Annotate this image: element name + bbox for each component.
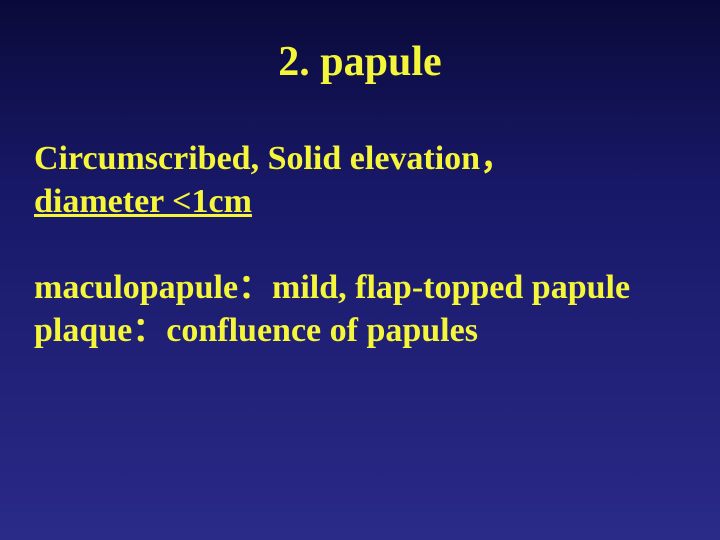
paragraph-gap <box>34 223 686 267</box>
body-line-4: plaque：confluence of papules <box>34 310 686 353</box>
slide-title: 2. papule <box>0 38 720 86</box>
slide-body: Circumscribed, Solid elevation， diameter… <box>34 138 686 352</box>
body-line-1: Circumscribed, Solid elevation， <box>34 138 686 181</box>
body-line-2: diameter <1cm <box>34 181 686 224</box>
slide: 2. papule Circumscribed, Solid elevation… <box>0 0 720 540</box>
body-line-3: maculopapule：mild, flap-topped papule <box>34 267 686 310</box>
